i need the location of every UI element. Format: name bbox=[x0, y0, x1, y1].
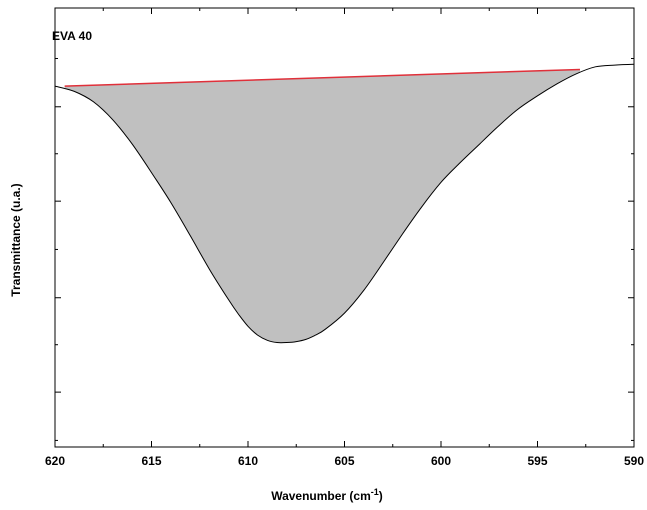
x-axis-title-superscript: -1 bbox=[371, 487, 379, 497]
x-tick-label: 620 bbox=[45, 454, 65, 468]
tick-layer bbox=[54, 8, 635, 447]
spectrum-line bbox=[54, 63, 635, 344]
x-axis-title: Wavenumber (cm-1) bbox=[271, 487, 383, 503]
x-axis-title-close: ) bbox=[379, 489, 383, 503]
area-layer bbox=[64, 69, 580, 343]
x-tick-label: 610 bbox=[238, 454, 258, 468]
x-tick-label: 595 bbox=[527, 454, 547, 468]
series-layer bbox=[54, 63, 635, 344]
chart-title: EVA 40 bbox=[52, 29, 92, 43]
integrated-area bbox=[64, 69, 580, 343]
baseline-line bbox=[64, 68, 580, 87]
x-tick-label: 605 bbox=[334, 454, 354, 468]
y-axis-title: Transmittance (u.a.) bbox=[9, 183, 23, 296]
x-tick-label: 615 bbox=[141, 454, 161, 468]
x-tick-labels: 620 615 610 605 600 595 590 bbox=[45, 454, 644, 468]
x-tick-label: 600 bbox=[431, 454, 451, 468]
x-tick-label: 590 bbox=[624, 454, 644, 468]
x-axis-title-main: Wavenumber (cm bbox=[271, 489, 371, 503]
